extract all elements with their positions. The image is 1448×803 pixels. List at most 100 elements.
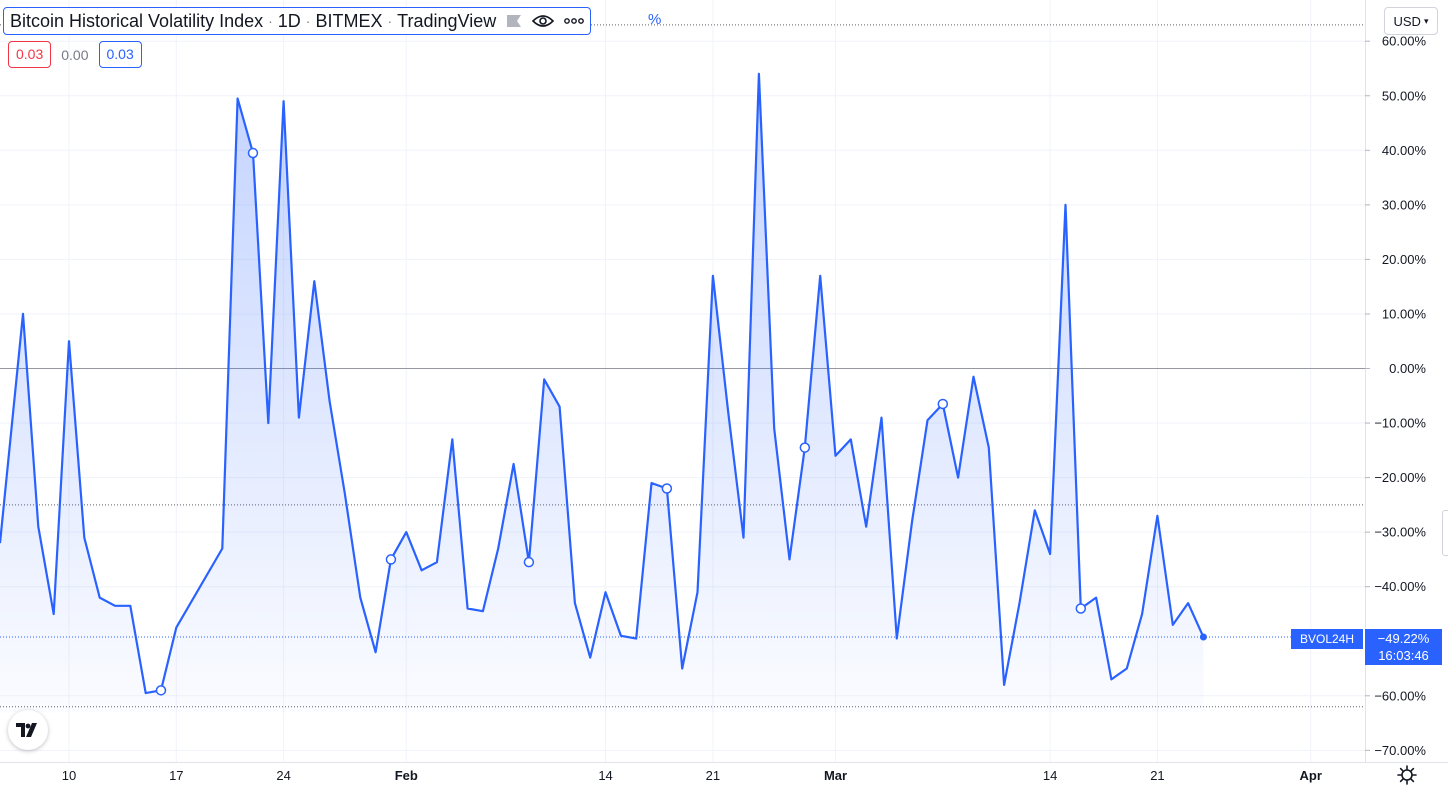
legend-title-bar[interactable]: Bitcoin Historical Volatility Index · 1D… (3, 7, 592, 35)
data-point (20, 311, 26, 317)
series-marker (155, 685, 167, 696)
y-tick-label: 40.00% (1382, 143, 1427, 158)
data-point (1016, 600, 1022, 606)
data-point (603, 589, 609, 595)
data-point (1108, 676, 1114, 682)
data-point (35, 524, 41, 530)
x-tick-label: 21 (1150, 768, 1164, 783)
legend-values: 0.03 0.00 0.03 (8, 41, 142, 68)
data-point (802, 445, 808, 451)
currency-select[interactable]: USD ▾ (1384, 7, 1438, 35)
data-point (265, 420, 271, 426)
data-point (710, 273, 716, 279)
data-point (541, 376, 547, 382)
data-point (1124, 666, 1130, 672)
x-tick-label: Mar (824, 768, 847, 783)
value-zero: 0.00 (61, 46, 89, 63)
data-point (1200, 634, 1206, 640)
data-point (649, 480, 655, 486)
side-panel-handle[interactable] (1442, 510, 1448, 556)
data-point (66, 338, 72, 344)
data-point (817, 273, 823, 279)
value-current: 0.03 (98, 41, 142, 68)
data-point (235, 95, 241, 101)
data-point (557, 404, 563, 410)
time-axis[interactable]: 10 17 24 Feb 14 21 Mar 14 21 Apr (62, 768, 1322, 783)
data-point (909, 518, 915, 524)
source-label: TradingView (397, 10, 497, 31)
y-tick-label: 20.00% (1382, 252, 1427, 267)
data-point (664, 486, 670, 492)
data-point (388, 556, 394, 562)
series-marker (1075, 603, 1087, 614)
data-point (143, 690, 149, 696)
data-point (373, 649, 379, 655)
data-point (741, 535, 747, 541)
data-point (618, 633, 624, 639)
data-point (250, 150, 256, 156)
y-tick-label: 60.00% (1382, 34, 1427, 49)
data-point (1170, 622, 1176, 628)
data-point (1093, 595, 1099, 601)
data-point (526, 559, 532, 565)
data-point (695, 589, 701, 595)
data-point (848, 436, 854, 442)
data-point (1139, 611, 1145, 617)
price-axis[interactable]: 60.00% 50.00% 40.00% 30.00% 20.00% 10.00% 0.00… (1365, 34, 1426, 758)
data-point (1185, 600, 1191, 606)
x-tick-label: 21 (706, 768, 720, 783)
data-point (127, 603, 133, 609)
eye-icon[interactable] (532, 14, 555, 28)
data-point (465, 606, 471, 612)
chevron-down-icon: ▾ (1423, 15, 1429, 26)
series-area (0, 73, 1204, 713)
legend-unit: % (648, 11, 662, 28)
y-tick-label: 0.00% (1389, 361, 1426, 376)
data-point (511, 461, 517, 467)
x-tick-label: 17 (169, 768, 183, 783)
y-tick-label: −20.00% (1374, 470, 1426, 485)
series-markers (155, 147, 1207, 696)
data-point (342, 491, 348, 497)
data-point (51, 611, 57, 617)
data-point (894, 636, 900, 642)
bar-countdown: 16:03:46 (1378, 648, 1429, 663)
last-point-marker (1199, 633, 1207, 641)
series-marker (937, 398, 949, 410)
data-point (1154, 513, 1160, 519)
last-value: −49.22% (1377, 631, 1430, 646)
value-change: 0.03 (8, 41, 52, 68)
data-point (756, 71, 762, 77)
data-point (833, 453, 839, 459)
data-point (1078, 606, 1084, 612)
data-point (787, 556, 793, 562)
data-point (725, 409, 731, 415)
data-point (1047, 551, 1053, 557)
data-point (940, 401, 946, 407)
data-point (357, 595, 363, 601)
data-point (587, 655, 593, 661)
y-tick-label: −40.00% (1374, 579, 1426, 594)
separator: · (387, 13, 393, 29)
more-dots-icon[interactable] (564, 18, 585, 24)
flag-icon[interactable] (506, 14, 522, 28)
tradingview-logo-icon[interactable] (8, 710, 48, 750)
x-tick-label: Apr (1300, 768, 1322, 783)
series-marker (799, 442, 811, 453)
y-tick-label: 30.00% (1382, 197, 1427, 212)
data-point (296, 415, 302, 421)
data-point (419, 567, 425, 573)
x-tick-label: 24 (276, 768, 290, 783)
series-marker (247, 147, 259, 159)
gear-icon[interactable] (1396, 764, 1418, 786)
series-line[interactable] (0, 72, 1205, 695)
x-tick-label: 10 (62, 768, 76, 783)
series-marker (523, 556, 535, 568)
series-name-label: BVOL24H (1291, 629, 1363, 649)
interval-label: 1D (277, 10, 301, 31)
series-marker (385, 554, 397, 565)
data-point (311, 278, 317, 284)
data-point (403, 529, 409, 535)
y-tick-label: −60.00% (1374, 688, 1426, 703)
